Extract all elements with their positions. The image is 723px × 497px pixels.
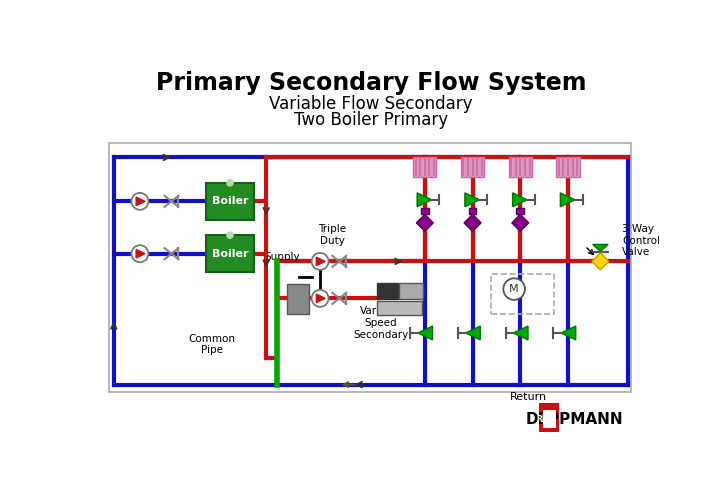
Polygon shape [416,214,433,231]
Circle shape [312,290,328,307]
Bar [206,183,254,220]
Polygon shape [136,197,145,206]
Text: RL: RL [536,415,547,424]
Circle shape [132,193,148,210]
Polygon shape [592,253,609,270]
Bar [557,158,580,176]
Bar [421,208,429,214]
Circle shape [227,232,233,238]
Polygon shape [512,214,529,231]
Bar [287,284,309,314]
Text: 3 Way
Control
Valve: 3 Way Control Valve [622,224,660,257]
Bar [469,208,476,214]
Bar [509,158,532,176]
Text: Common
Pipe: Common Pipe [188,334,235,355]
Text: Variable Flow Secondary: Variable Flow Secondary [269,95,473,113]
Text: DEPPMANN: DEPPMANN [526,412,623,427]
Polygon shape [417,193,432,207]
Polygon shape [465,193,479,207]
Text: M: M [509,284,519,294]
Text: Variable
Speed
Secondary: Variable Speed Secondary [354,306,408,339]
Circle shape [132,245,148,262]
Bar [414,158,437,176]
Bar [377,283,398,299]
Polygon shape [593,245,608,251]
Polygon shape [513,326,528,340]
Text: Boiler: Boiler [212,248,248,258]
Text: Two Boiler Primary: Two Boiler Primary [294,111,448,129]
Bar [377,301,422,315]
Text: Triple
Duty: Triple Duty [318,225,346,246]
Polygon shape [466,326,480,340]
Bar [516,208,524,214]
Bar [206,235,254,272]
Polygon shape [418,326,432,340]
Bar [539,403,559,432]
Polygon shape [316,257,325,265]
Text: Supply: Supply [265,252,300,262]
Circle shape [503,278,525,300]
Polygon shape [136,249,145,258]
Circle shape [227,180,233,186]
Circle shape [312,253,328,270]
Polygon shape [513,193,527,207]
Polygon shape [561,326,576,340]
Polygon shape [464,214,481,231]
Polygon shape [560,193,575,207]
Bar [109,143,631,392]
Text: Primary Secondary Flow System: Primary Secondary Flow System [155,71,586,95]
Text: Boiler: Boiler [212,196,248,206]
Bar [399,283,423,299]
Bar [491,274,555,314]
Polygon shape [316,294,325,303]
Bar [461,158,484,176]
Bar [544,410,556,428]
Text: Return: Return [510,392,547,402]
